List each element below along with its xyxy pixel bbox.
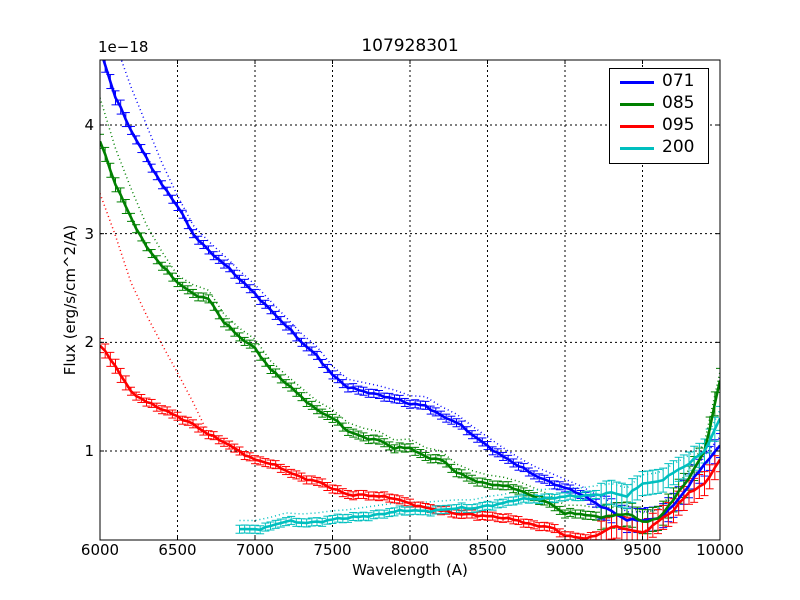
legend-item-095: 095: [610, 115, 708, 136]
axis-ticks: [99, 60, 721, 540]
x-tick-label: 10000: [696, 541, 744, 559]
y-offset-label: 1e−18: [98, 38, 149, 56]
data-series: [100, 60, 720, 540]
legend-item-200: 200: [610, 137, 708, 158]
legend-item-071: 071: [610, 71, 708, 92]
legend-swatch-icon: [620, 147, 654, 150]
x-tick-label: 8500: [468, 541, 507, 559]
series-line-085: [100, 140, 720, 523]
legend-swatch-icon: [620, 125, 654, 128]
x-axis-label: Wavelength (A): [352, 561, 468, 579]
chart-title: 107928301: [361, 36, 459, 56]
legend-label: 200: [662, 137, 695, 157]
x-tick-label: 6500: [158, 541, 197, 559]
x-tick-label: 9500: [623, 541, 662, 559]
legend-label: 085: [662, 93, 695, 113]
y-tick-label: 4: [84, 116, 94, 134]
series-line-200: [239, 417, 720, 532]
legend-swatch-icon: [620, 81, 654, 84]
series-line-095: [100, 344, 720, 540]
x-tick-label: 7000: [235, 541, 275, 559]
legend: 071 085 095 200: [609, 68, 709, 164]
y-axis-label: Flux (erg/s/cm^2/A): [61, 224, 79, 376]
y-tick-label: 1: [84, 442, 94, 460]
x-tick-label: 9000: [545, 541, 585, 559]
y-tick-label: 2: [84, 333, 94, 352]
legend-label: 095: [662, 115, 695, 135]
x-tick-label: 7500: [313, 541, 352, 559]
x-tick-label: 8000: [390, 541, 430, 559]
legend-swatch-icon: [620, 103, 654, 106]
x-tick-label: 6000: [80, 541, 120, 559]
legend-label: 071: [662, 71, 695, 91]
y-tick-label: 3: [84, 224, 94, 243]
legend-item-085: 085: [610, 93, 708, 114]
